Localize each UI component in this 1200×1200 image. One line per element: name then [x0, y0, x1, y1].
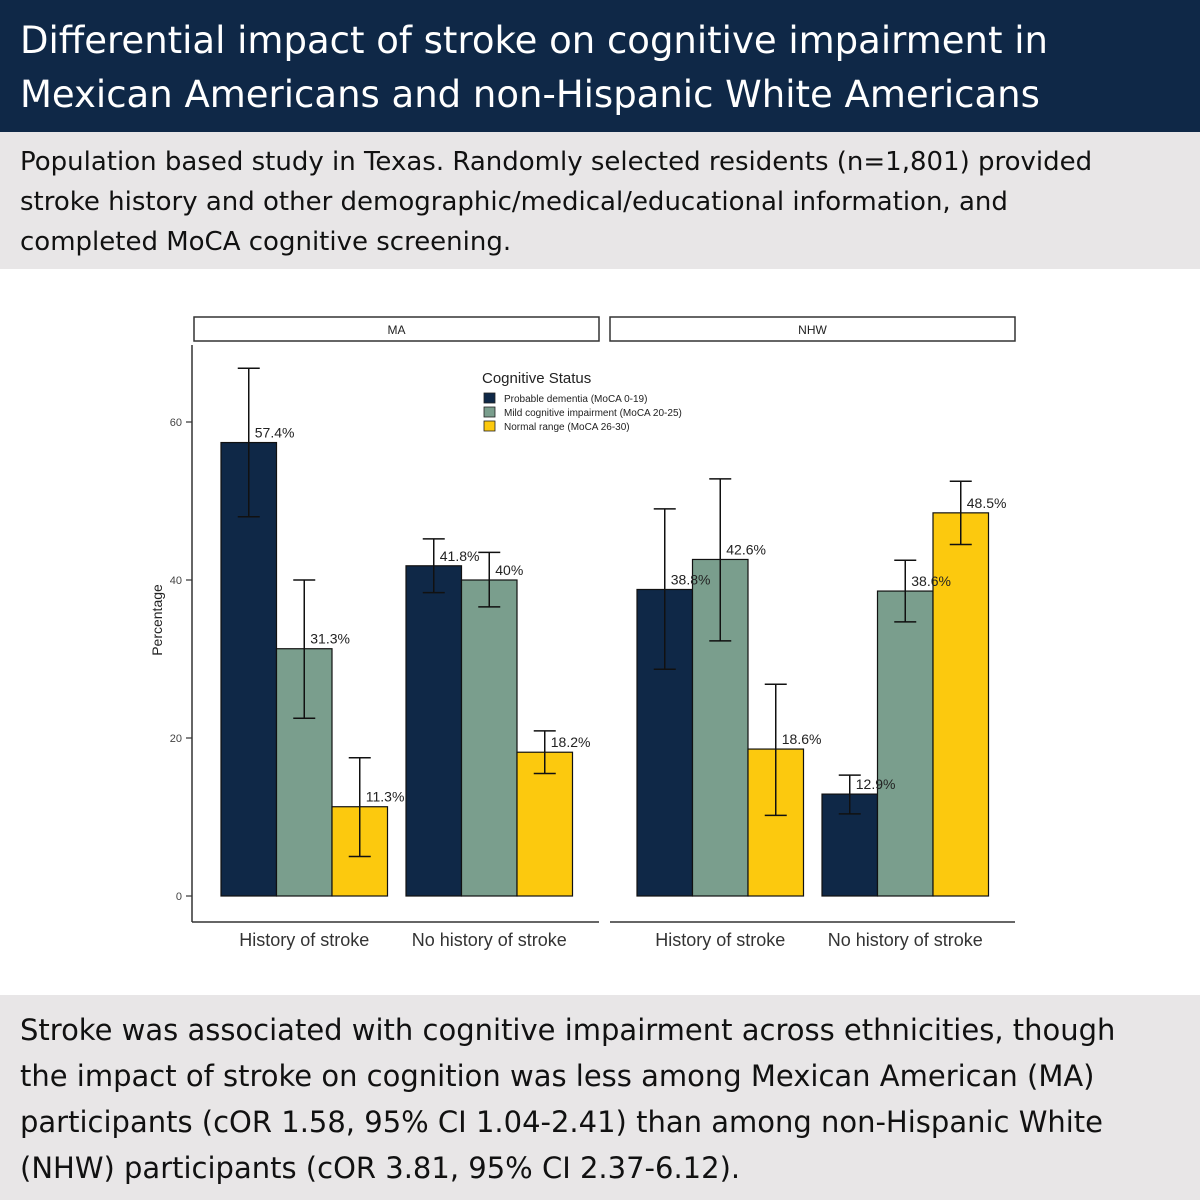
legend-title: Cognitive Status	[482, 370, 591, 387]
error-bar-ma-stroke-dementia	[237, 367, 260, 518]
title-line-2: Mexican Americans and non-Hispanic White…	[20, 73, 1040, 116]
title-banner: Differential impact of stroke on cogniti…	[0, 0, 1200, 132]
error-bar-ma-nostroke-mci	[478, 551, 501, 608]
facet-strip-ma	[193, 316, 600, 342]
bar-ma-nostroke-mci	[460, 579, 518, 897]
conclusion-line-2: the impact of stroke on cognition was le…	[20, 1059, 1095, 1093]
data-label-nhw-nostroke-mci: 38.6%	[911, 573, 951, 589]
bar-ma-nostroke-dementia	[405, 565, 463, 897]
data-label-nhw-stroke-normal: 18.6%	[782, 731, 822, 747]
description-line-3: completed MoCA cognitive screening.	[20, 227, 512, 257]
x-tick-label-nhw-1: No history of stroke	[828, 930, 983, 950]
error-bar-ma-stroke-mci	[293, 579, 316, 719]
x-tick-label-nhw-0: History of stroke	[655, 930, 785, 950]
error-bar-nhw-stroke-normal	[764, 683, 787, 817]
bar-nhw-nostroke-normal	[932, 512, 990, 897]
error-bar-nhw-nostroke-dementia	[838, 774, 861, 815]
conclusion-line-1: Stroke was associated with cognitive imp…	[20, 1013, 1116, 1047]
facet-strip-nhw	[609, 316, 1016, 342]
legend-label-normal: Normal range (MoCA 26-30)	[504, 422, 630, 433]
x-tick-label-ma-1: No history of stroke	[412, 930, 567, 950]
legend-swatch-dementia	[483, 392, 496, 404]
bar-ma-nostroke-normal	[516, 751, 574, 897]
data-label-nhw-nostroke-dementia: 12.9%	[856, 776, 896, 792]
error-bar-nhw-nostroke-normal	[949, 480, 972, 546]
data-label-nhw-stroke-dementia: 38.8%	[671, 571, 711, 587]
facet-label-nhw: NHW	[798, 323, 827, 337]
chart-area: MA NHW 0 20 40 60 Percentage 57.4% 31.3% 11.3…	[0, 269, 1200, 995]
faceted-bar-chart: MA NHW 0 20 40 60 Percentage 57.4% 31.3% 11.3…	[149, 316, 1016, 950]
error-bar-nhw-stroke-dementia	[653, 508, 676, 671]
conclusion-box: Stroke was associated with cognitive imp…	[0, 995, 1200, 1200]
legend-swatch-mci	[483, 406, 496, 418]
error-bar-nhw-stroke-mci	[709, 478, 732, 642]
data-label-nhw-nostroke-normal: 48.5%	[967, 495, 1007, 511]
data-label-nhw-stroke-mci: 42.6%	[726, 541, 766, 557]
y-axis-label: Percentage	[149, 584, 165, 656]
y-tick-label-0: 0	[176, 891, 182, 903]
data-label-ma-stroke-dementia: 57.4%	[255, 425, 295, 441]
data-label-ma-nostroke-dementia: 41.8%	[440, 548, 480, 564]
legend: Cognitive Status Probable dementia (MoCA…	[482, 370, 682, 433]
data-label-ma-nostroke-normal: 18.2%	[551, 734, 591, 750]
bar-nhw-nostroke-mci	[876, 590, 934, 897]
y-tick-label-20: 20	[170, 733, 182, 745]
conclusion-line-3: participants (cOR 1.58, 95% CI 1.04-2.41…	[20, 1105, 1104, 1139]
bar-ma-stroke-dementia	[220, 441, 278, 897]
y-tick-label-60: 60	[170, 417, 182, 429]
conclusion-line-4: (NHW) participants (cOR 3.81, 95% CI 2.3…	[20, 1151, 741, 1185]
legend-swatch-normal	[483, 420, 496, 432]
data-label-ma-stroke-normal: 11.3%	[366, 789, 405, 805]
legend-label-mci: Mild cognitive impairment (MoCA 20-25)	[504, 408, 682, 419]
data-label-ma-stroke-mci: 31.3%	[310, 631, 350, 647]
description-line-1: Population based study in Texas. Randoml…	[20, 147, 1093, 177]
description-line-2: stroke history and other demographic/med…	[20, 187, 1008, 217]
error-bar-ma-nostroke-normal	[533, 730, 556, 775]
study-description: Population based study in Texas. Randoml…	[0, 132, 1200, 269]
error-bar-ma-stroke-normal	[348, 757, 371, 858]
x-tick-label-ma-0: History of stroke	[239, 930, 369, 950]
data-label-ma-nostroke-mci: 40%	[495, 562, 523, 578]
bar-nhw-stroke-mci	[691, 558, 749, 897]
error-bar-ma-nostroke-dementia	[422, 538, 445, 594]
title-line-1: Differential impact of stroke on cogniti…	[20, 19, 1048, 62]
y-tick-label-40: 40	[170, 575, 182, 587]
facet-label-ma: MA	[388, 323, 406, 337]
legend-label-dementia: Probable dementia (MoCA 0-19)	[504, 394, 647, 405]
error-bar-nhw-nostroke-mci	[894, 559, 917, 623]
